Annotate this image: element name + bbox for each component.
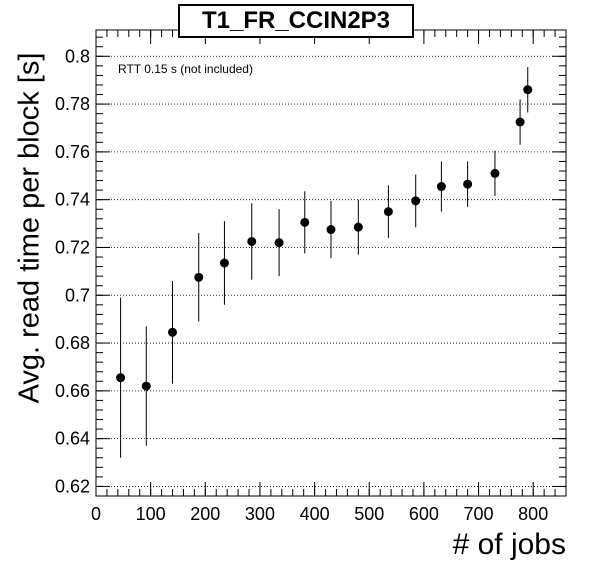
y-tick-label: 0.8 [65,46,90,66]
y-tick-label: 0.66 [55,381,90,401]
x-tick-label: 0 [91,504,101,524]
data-point [116,373,126,383]
x-axis-label: # of jobs [452,528,566,561]
data-point [300,217,310,227]
data-point [436,182,446,192]
data-point [515,117,525,127]
y-tick-label: 0.64 [55,429,90,449]
y-tick-label: 0.78 [55,94,90,114]
x-tick-label: 300 [245,504,275,524]
data-point [219,258,229,268]
x-tick-label: 800 [518,504,548,524]
data-point [168,327,178,337]
data-point [463,179,473,189]
data-point [274,238,284,248]
x-tick-label: 500 [354,504,384,524]
y-axis-label: Avg. read time per block [s] [13,52,46,404]
x-tick-label: 400 [300,504,330,524]
data-point [247,236,257,246]
y-tick-label: 0.62 [55,476,90,496]
x-tick-label: 600 [409,504,439,524]
x-tick-label: 100 [136,504,166,524]
data-point [353,222,363,232]
y-tick-label: 0.68 [55,333,90,353]
data-point [490,168,500,178]
y-tick-label: 0.74 [55,190,90,210]
y-tick-label: 0.7 [65,285,90,305]
data-point [194,272,204,282]
data-points [116,67,533,458]
x-tick-label: 700 [464,504,494,524]
data-point [141,381,151,391]
axis-ticks: 0.62 0.64 0.66 0.68 0.7 0.72 0.74 0.76 0.78 0.8 0 1… [55,30,567,524]
data-point [523,85,533,95]
x-tick-label: 200 [190,504,220,524]
data-point [326,225,336,235]
y-tick-label: 0.76 [55,142,90,162]
data-point [383,207,393,217]
y-tick-label: 0.72 [55,237,90,257]
rtt-annotation: RTT 0.15 s (not included) [118,62,253,76]
chart-title: T1_FR_CCIN2P3 [178,4,414,38]
plot-frame [95,29,567,497]
grid-lines [96,55,566,487]
data-point [411,196,421,206]
